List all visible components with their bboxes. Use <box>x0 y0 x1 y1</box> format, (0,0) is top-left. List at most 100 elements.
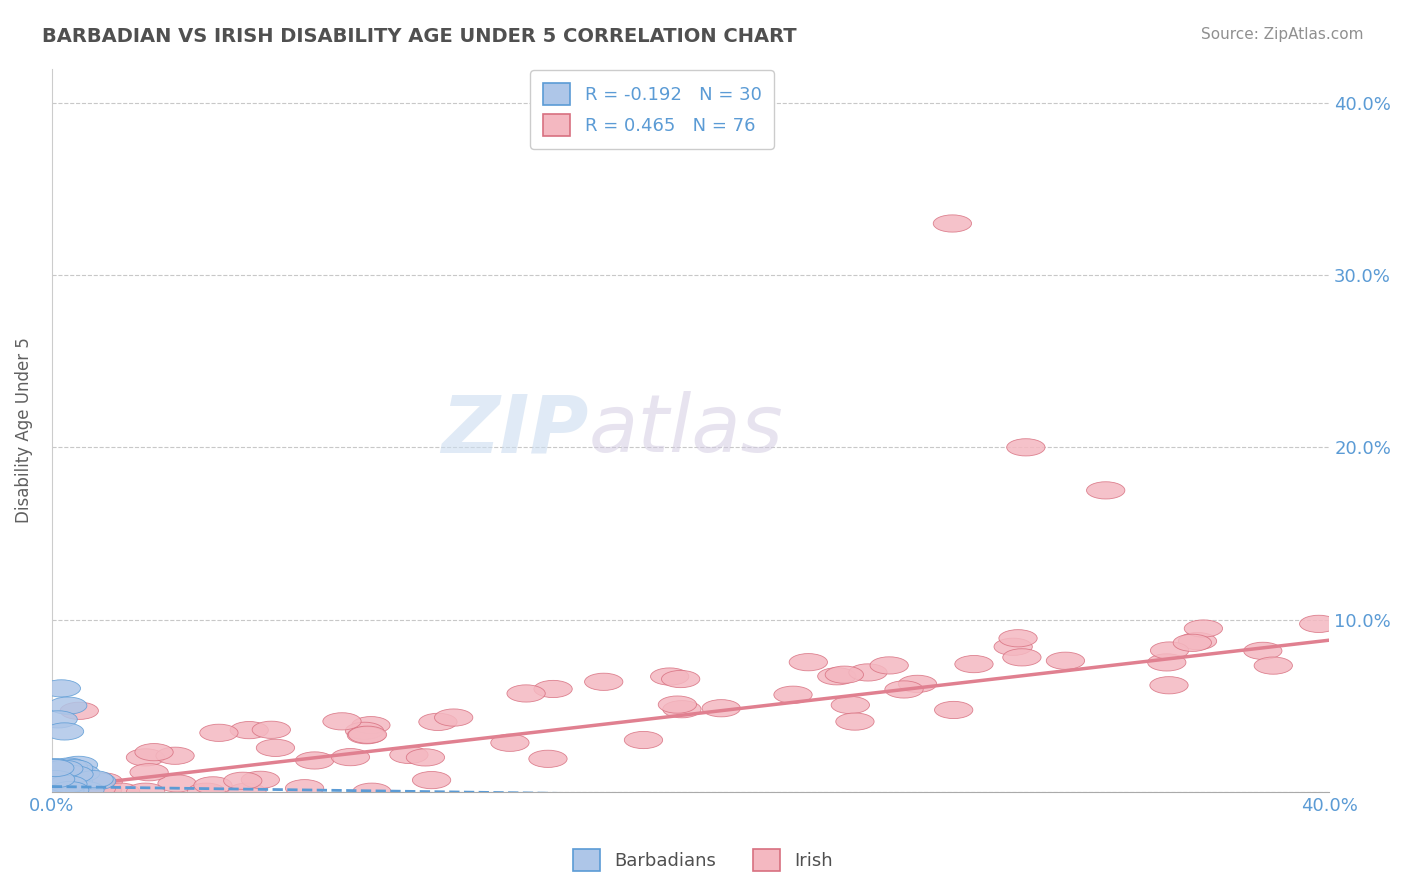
Ellipse shape <box>1007 439 1045 456</box>
Ellipse shape <box>34 773 72 790</box>
Ellipse shape <box>789 654 828 671</box>
Ellipse shape <box>51 762 90 779</box>
Ellipse shape <box>1244 642 1282 659</box>
Ellipse shape <box>77 772 115 789</box>
Ellipse shape <box>228 783 266 800</box>
Ellipse shape <box>1147 654 1185 671</box>
Ellipse shape <box>353 783 391 800</box>
Ellipse shape <box>34 767 72 784</box>
Ellipse shape <box>434 709 472 726</box>
Ellipse shape <box>256 739 295 756</box>
Ellipse shape <box>349 726 387 743</box>
Ellipse shape <box>42 680 80 697</box>
Ellipse shape <box>898 675 936 692</box>
Ellipse shape <box>127 783 165 800</box>
Ellipse shape <box>285 780 323 797</box>
Ellipse shape <box>419 714 457 731</box>
Ellipse shape <box>1184 620 1223 637</box>
Ellipse shape <box>624 731 662 748</box>
Ellipse shape <box>955 656 993 673</box>
Ellipse shape <box>200 724 238 741</box>
Y-axis label: Disability Age Under 5: Disability Age Under 5 <box>15 337 32 523</box>
Ellipse shape <box>884 681 924 698</box>
Ellipse shape <box>773 686 813 703</box>
Ellipse shape <box>661 671 700 688</box>
Ellipse shape <box>194 777 232 794</box>
Ellipse shape <box>831 697 869 714</box>
Ellipse shape <box>156 747 194 764</box>
Ellipse shape <box>60 702 98 720</box>
Text: atlas: atlas <box>588 391 783 469</box>
Ellipse shape <box>83 781 122 798</box>
Ellipse shape <box>55 772 93 790</box>
Ellipse shape <box>129 764 169 780</box>
Ellipse shape <box>252 721 291 739</box>
Ellipse shape <box>37 771 75 788</box>
Ellipse shape <box>45 782 84 799</box>
Ellipse shape <box>66 782 104 799</box>
Ellipse shape <box>818 668 856 685</box>
Ellipse shape <box>37 769 76 786</box>
Ellipse shape <box>346 723 384 739</box>
Ellipse shape <box>37 762 76 780</box>
Ellipse shape <box>34 764 72 780</box>
Ellipse shape <box>1254 657 1292 674</box>
Ellipse shape <box>59 756 97 773</box>
Ellipse shape <box>849 664 887 681</box>
Ellipse shape <box>935 701 973 719</box>
Ellipse shape <box>35 759 75 777</box>
Ellipse shape <box>37 783 76 800</box>
Ellipse shape <box>1046 652 1084 669</box>
Ellipse shape <box>83 783 121 800</box>
Ellipse shape <box>1087 482 1125 499</box>
Ellipse shape <box>1173 634 1212 651</box>
Text: BARBADIAN VS IRISH DISABILITY AGE UNDER 5 CORRELATION CHART: BARBADIAN VS IRISH DISABILITY AGE UNDER … <box>42 27 797 45</box>
Ellipse shape <box>231 722 269 739</box>
Ellipse shape <box>508 685 546 702</box>
Ellipse shape <box>44 779 82 796</box>
Ellipse shape <box>323 713 361 730</box>
Ellipse shape <box>44 771 82 788</box>
Ellipse shape <box>662 700 702 718</box>
Ellipse shape <box>55 760 93 777</box>
Ellipse shape <box>406 748 444 766</box>
Legend: R = -0.192   N = 30, R = 0.465   N = 76: R = -0.192 N = 30, R = 0.465 N = 76 <box>530 70 775 149</box>
Ellipse shape <box>412 772 451 789</box>
Ellipse shape <box>491 734 529 751</box>
Ellipse shape <box>295 752 333 769</box>
Ellipse shape <box>934 215 972 232</box>
Ellipse shape <box>994 638 1032 656</box>
Ellipse shape <box>1178 632 1216 649</box>
Ellipse shape <box>347 727 385 744</box>
Ellipse shape <box>84 772 122 790</box>
Ellipse shape <box>127 748 165 766</box>
Ellipse shape <box>1299 615 1339 632</box>
Ellipse shape <box>62 764 100 781</box>
Ellipse shape <box>1002 648 1040 666</box>
Ellipse shape <box>45 760 83 778</box>
Ellipse shape <box>242 772 280 789</box>
Ellipse shape <box>55 765 93 783</box>
Ellipse shape <box>224 772 262 789</box>
Ellipse shape <box>45 723 84 740</box>
Ellipse shape <box>35 758 73 776</box>
Ellipse shape <box>870 657 908 674</box>
Legend: Barbadians, Irish: Barbadians, Irish <box>567 842 839 879</box>
Ellipse shape <box>352 716 389 734</box>
Ellipse shape <box>1150 642 1188 659</box>
Ellipse shape <box>75 771 114 788</box>
Ellipse shape <box>998 630 1038 647</box>
Ellipse shape <box>835 713 875 731</box>
Ellipse shape <box>35 778 75 795</box>
Ellipse shape <box>48 778 86 796</box>
Ellipse shape <box>49 697 87 714</box>
Ellipse shape <box>332 748 370 765</box>
Ellipse shape <box>157 775 197 792</box>
Ellipse shape <box>49 775 87 793</box>
Ellipse shape <box>1150 677 1188 694</box>
Ellipse shape <box>51 781 89 798</box>
Ellipse shape <box>39 711 77 728</box>
Ellipse shape <box>658 696 696 714</box>
Ellipse shape <box>651 668 689 685</box>
Ellipse shape <box>529 750 567 767</box>
